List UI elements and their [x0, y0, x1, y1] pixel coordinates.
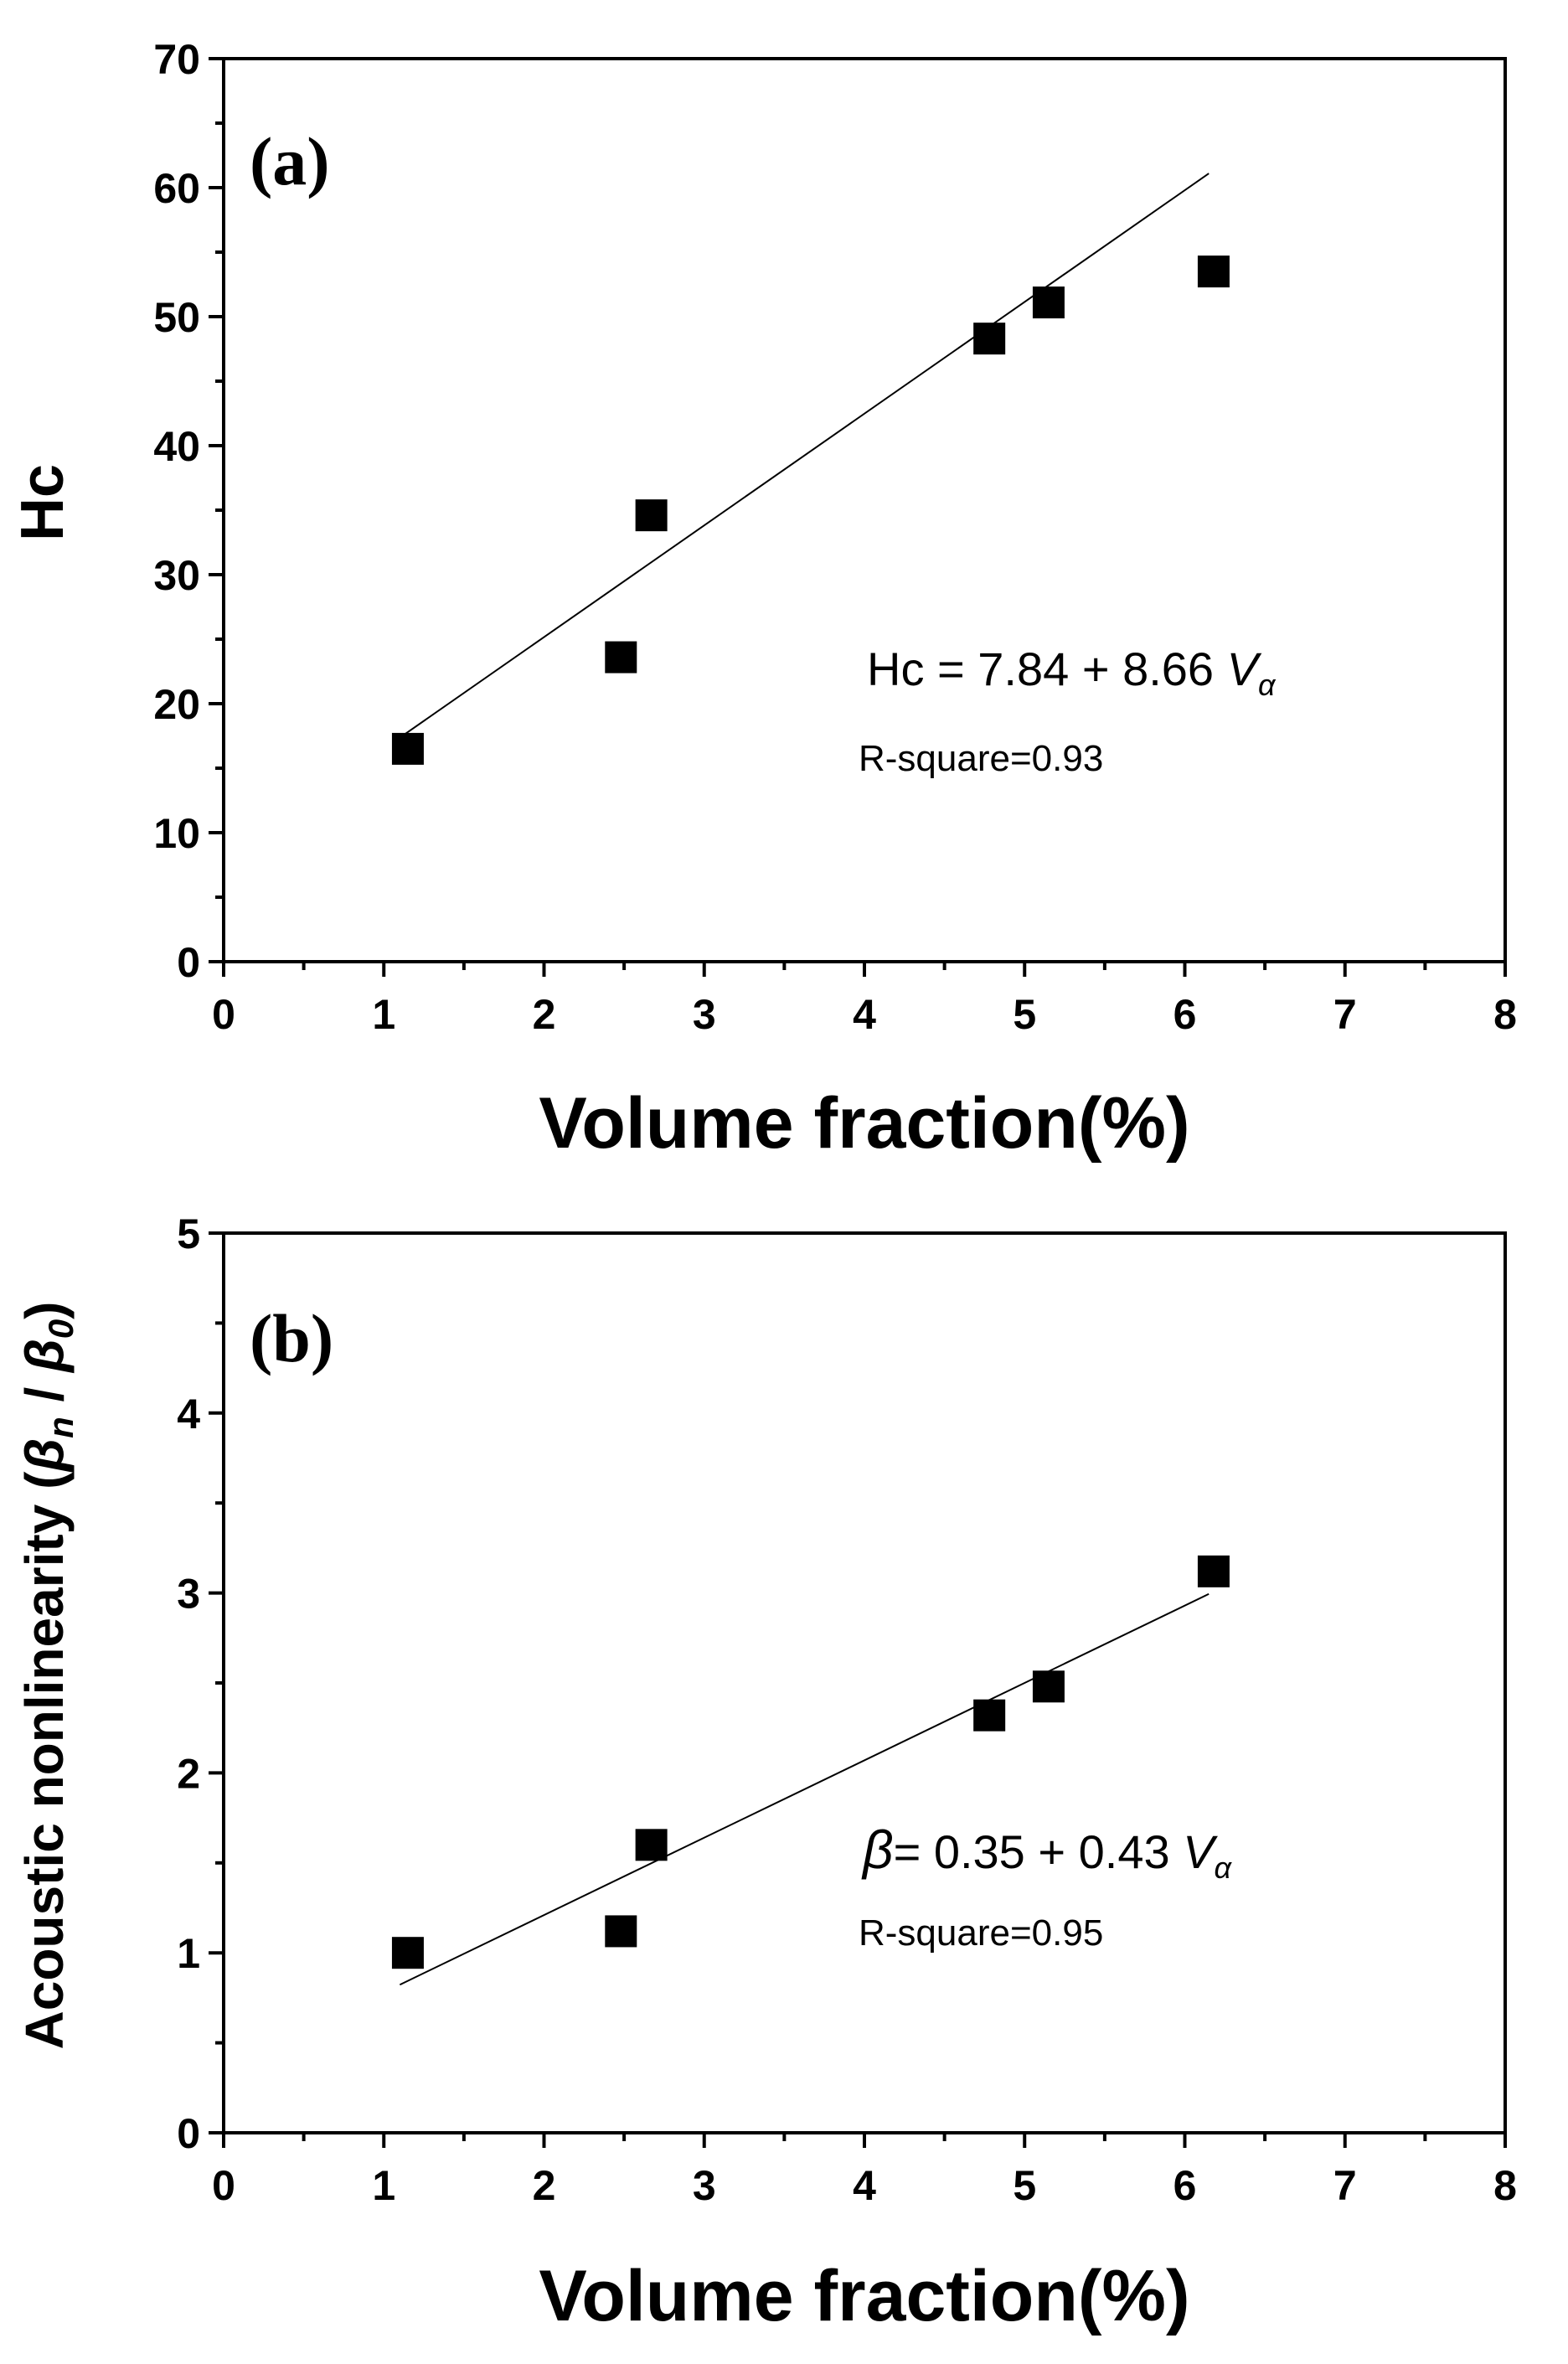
data-point — [1197, 255, 1230, 288]
data-points-a — [391, 255, 1230, 765]
y-axis-title-b-sub-0: 0 — [41, 1319, 80, 1339]
fit-line-segment — [399, 173, 1210, 739]
fit-equation-b-var: V — [1183, 1825, 1218, 1878]
y-tick-label: 5 — [177, 1210, 200, 1257]
fit-equation-b-beta: β — [861, 1819, 894, 1880]
x-tick-label: 2 — [533, 2162, 556, 2209]
r-square-b: R-square=0.95 — [859, 1912, 1103, 1954]
x-tick-label: 4 — [853, 2162, 876, 2209]
panel-label-a: (a) — [250, 123, 330, 199]
y-tick-label: 1 — [177, 1930, 200, 1977]
y-axis-title-b-close: ) — [14, 1302, 75, 1319]
x-tick-label: 0 — [212, 991, 235, 1038]
plot-frame-b — [222, 1231, 1507, 2134]
y-tick-label: 70 — [153, 36, 200, 83]
y-axis-title-b: Acoustic nonlinearity (βn / β0) — [14, 1302, 80, 2050]
x-tick-label: 8 — [1493, 991, 1517, 1038]
plot-frame-a — [222, 57, 1507, 963]
data-point — [605, 1915, 637, 1948]
x-tick-label: 5 — [1013, 991, 1036, 1038]
data-point — [973, 323, 1006, 355]
data-point — [391, 1937, 424, 1969]
x-tick-label: 1 — [372, 2162, 395, 2209]
y-tick-label: 0 — [177, 2110, 200, 2157]
fit-line-b — [399, 1592, 1210, 1986]
x-tick-label: 8 — [1493, 2162, 1517, 2209]
fit-equation-b-sub: α — [1215, 1850, 1233, 1885]
x-tick-label: 5 — [1013, 2162, 1036, 2209]
x-axis-title-b: Volume fraction(%) — [539, 2256, 1189, 2336]
y-tick-label: 30 — [153, 552, 200, 599]
fit-equation-a: Hc = 7.84 + 8.66 Vα — [867, 643, 1277, 702]
x-tick-label: 4 — [853, 991, 876, 1038]
x-tick-label: 3 — [693, 991, 716, 1038]
data-point — [1032, 286, 1065, 319]
y-axis-title-b-beta-n: β — [14, 1438, 75, 1474]
y-tick-label: 10 — [153, 810, 200, 857]
y-tick-label: 2 — [177, 1750, 200, 1797]
y-tick-label: 3 — [177, 1571, 200, 1618]
y-axis-title-a: Hc — [9, 464, 76, 541]
fit-equation-b: β= 0.35 + 0.43 Vα — [861, 1819, 1233, 1885]
r-square-a: R-square=0.93 — [859, 738, 1103, 779]
fit-line-a — [399, 173, 1210, 739]
y-tick-label: 50 — [153, 294, 200, 341]
data-point — [391, 732, 424, 765]
y-axis-title-b-main: Acoustic nonlinearity ( — [14, 1471, 75, 2050]
ticks-a: 0 1 2 3 4 5 6 7 8 0 10 20 30 40 50 60 70 — [153, 36, 1517, 1038]
x-tick-label: 7 — [1333, 991, 1357, 1038]
chart-panel-a: 0 1 2 3 4 5 6 7 8 0 10 20 30 40 50 60 70 (a) Hc = 7.84 +… — [9, 36, 1517, 1164]
fit-equation-a-lhs: Hc = 7.84 + 8.66 — [867, 643, 1227, 695]
y-tick-label: 0 — [177, 939, 200, 986]
data-point — [973, 1699, 1006, 1732]
data-points-b — [391, 1555, 1230, 1969]
x-tick-label: 0 — [212, 2162, 235, 2209]
y-tick-label: 40 — [153, 423, 200, 470]
x-axis-title-a: Volume fraction(%) — [539, 1083, 1189, 1164]
y-axis-title-b-sep: / — [14, 1372, 75, 1417]
fit-equation-b-lhs: = 0.35 + 0.43 — [894, 1825, 1184, 1878]
data-point — [635, 499, 668, 532]
y-axis-title-b-sub-n: n — [41, 1417, 80, 1438]
x-tick-label: 2 — [533, 991, 556, 1038]
x-tick-label: 3 — [693, 2162, 716, 2209]
data-point — [1197, 1555, 1230, 1587]
y-axis-title-b-beta-0: β — [14, 1339, 75, 1374]
data-point — [1032, 1670, 1065, 1703]
panel-label-b: (b) — [250, 1300, 333, 1376]
fit-equation-a-sub: α — [1258, 668, 1277, 702]
y-tick-label: 4 — [177, 1391, 200, 1437]
data-point — [605, 641, 637, 674]
y-tick-label: 60 — [153, 165, 200, 212]
fit-equation-a-var: V — [1227, 643, 1262, 695]
y-tick-label: 20 — [153, 681, 200, 728]
x-tick-label: 6 — [1173, 991, 1197, 1038]
fit-line-segment — [399, 1592, 1210, 1986]
x-tick-label: 6 — [1173, 2162, 1197, 2209]
x-tick-label: 7 — [1333, 2162, 1357, 2209]
data-point — [635, 1829, 668, 1861]
x-tick-label: 1 — [372, 991, 395, 1038]
ticks-b: 0 1 2 3 4 5 6 7 8 0 1 2 3 4 5 — [177, 1210, 1517, 2209]
